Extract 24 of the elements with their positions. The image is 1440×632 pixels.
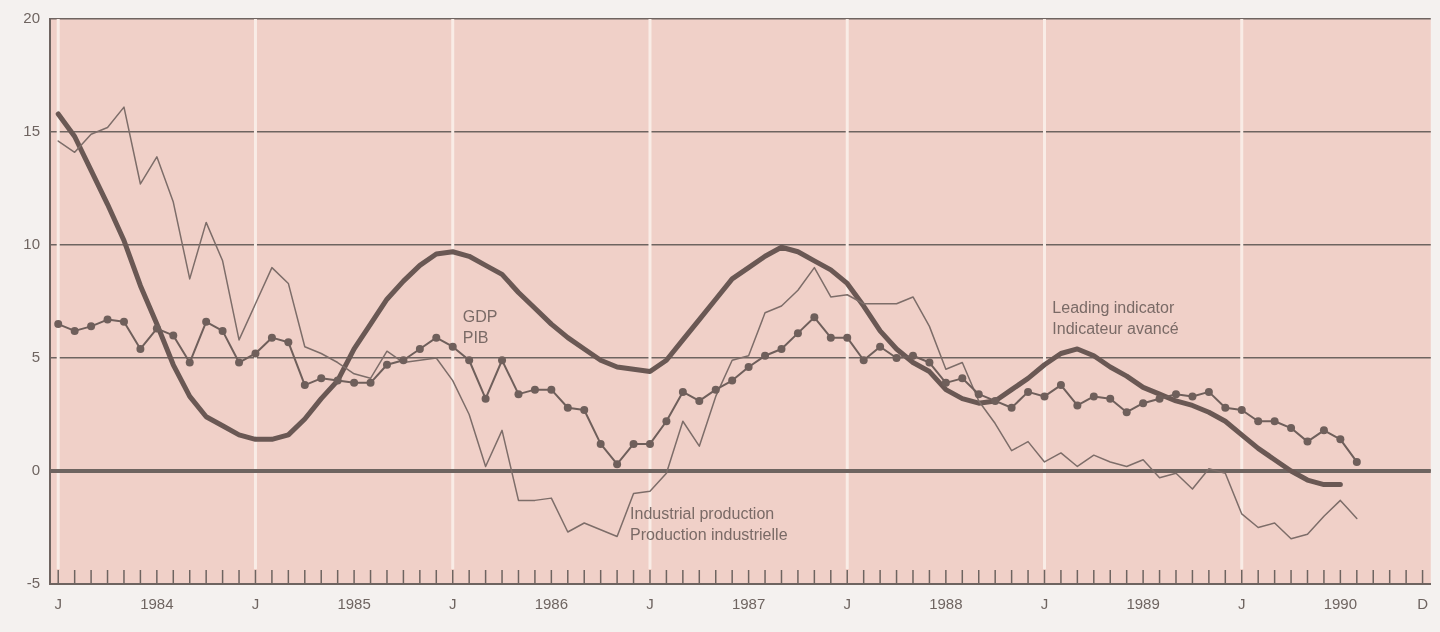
series-label: Leading indicator Indicateur avancé (1052, 298, 1179, 337)
y-tick-label: 0 (31, 461, 40, 479)
series-label: Industrial production Production industrielle (630, 504, 788, 543)
series-label: GDP PIB (462, 307, 498, 346)
x-tick-label: 1990 (1323, 595, 1358, 613)
y-tick-label: 15 (23, 122, 40, 140)
x-tick-label: J (448, 595, 457, 613)
y-tick-label: 5 (31, 348, 40, 366)
x-tick-label: J (251, 595, 260, 613)
x-tick-label: 1984 (140, 595, 174, 613)
x-tick-label: J (54, 595, 62, 613)
x-tick-label: 1985 (337, 595, 371, 613)
y-tick-label: 10 (23, 235, 40, 253)
y-tick-label: 20 (23, 9, 40, 27)
x-tick-label: J (1237, 595, 1246, 613)
y-tick-label: -5 (26, 574, 40, 592)
x-tick-label: 1988 (929, 595, 963, 613)
x-tick-label: J (646, 595, 654, 613)
x-tick-label: 1989 (1126, 595, 1160, 613)
x-tick-label: D (1417, 595, 1429, 613)
x-tick-label: 1986 (534, 595, 569, 613)
x-tick-label: J (843, 595, 851, 613)
x-tick-label: J (1040, 595, 1049, 613)
x-tick-label: 1987 (731, 595, 766, 613)
